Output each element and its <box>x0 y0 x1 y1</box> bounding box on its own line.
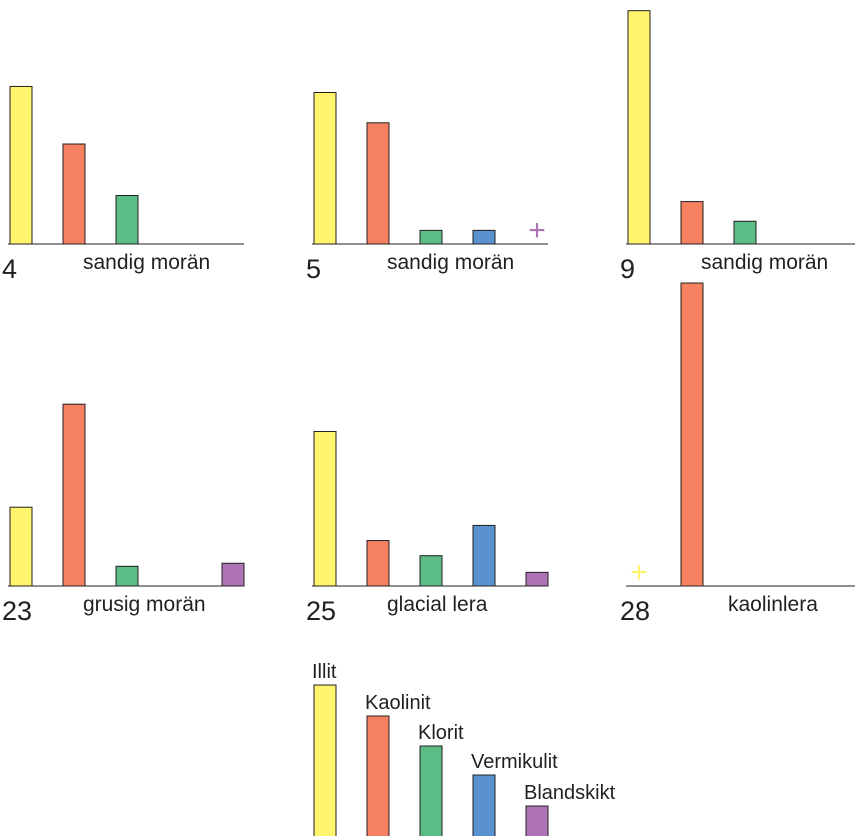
bar-25-blandskikt <box>525 571 549 587</box>
bar-25-illit <box>313 430 337 587</box>
bar-28-kaolinit <box>680 282 704 587</box>
legend-swatch-kaolinit <box>366 715 390 836</box>
bar-25-klorit <box>419 555 443 587</box>
sample-label-9: sandig morän <box>701 251 828 274</box>
sample-label-23: grusig morän <box>83 593 206 616</box>
bar-23-kaolinit <box>62 403 86 587</box>
sample-number-25: 25 <box>306 596 336 626</box>
sample-number-5: 5 <box>306 254 321 284</box>
bar-5-kaolinit <box>366 122 390 245</box>
legend-swatch-vermikulit <box>472 774 496 836</box>
legend-label-blandskikt: Blandskikt <box>524 782 616 804</box>
bar-9-klorit <box>733 220 757 245</box>
bar-5-vermikulit <box>472 229 496 245</box>
legend-swatch-illit <box>313 684 337 836</box>
bar-9-kaolinit <box>680 201 704 245</box>
sample-number-4: 4 <box>2 254 17 284</box>
bar-25-kaolinit <box>366 540 390 587</box>
bar-5-klorit <box>419 229 443 245</box>
sample-number-28: 28 <box>620 596 650 626</box>
legend-swatch-klorit <box>419 745 443 836</box>
bar-23-klorit <box>115 565 139 587</box>
sample-label-25: glacial lera <box>387 593 488 616</box>
bar-5-illit <box>313 92 337 245</box>
bar-4-kaolinit <box>62 143 86 245</box>
bar-4-illit <box>9 85 33 245</box>
sample-label-28: kaolinlera <box>728 593 818 616</box>
legend-label-illit: Illit <box>312 661 337 683</box>
legend-label-vermikulit: Vermikulit <box>471 751 558 773</box>
bar-4-klorit <box>115 195 139 245</box>
bar-23-blandskikt <box>221 562 245 587</box>
bar-9-illit <box>627 10 651 245</box>
bar-25-vermikulit <box>472 524 496 587</box>
trace-marker-28: + <box>630 556 648 589</box>
trace-marker-5: + <box>528 214 546 247</box>
legend-label-klorit: Klorit <box>418 722 464 744</box>
legend-swatch-blandskikt <box>525 805 549 836</box>
sample-number-9: 9 <box>620 254 635 284</box>
sample-label-4: sandig morän <box>83 251 210 274</box>
bar-23-illit <box>9 506 33 587</box>
sample-number-23: 23 <box>2 596 32 626</box>
sample-label-5: sandig morän <box>387 251 514 274</box>
legend-label-kaolinit: Kaolinit <box>365 692 431 714</box>
